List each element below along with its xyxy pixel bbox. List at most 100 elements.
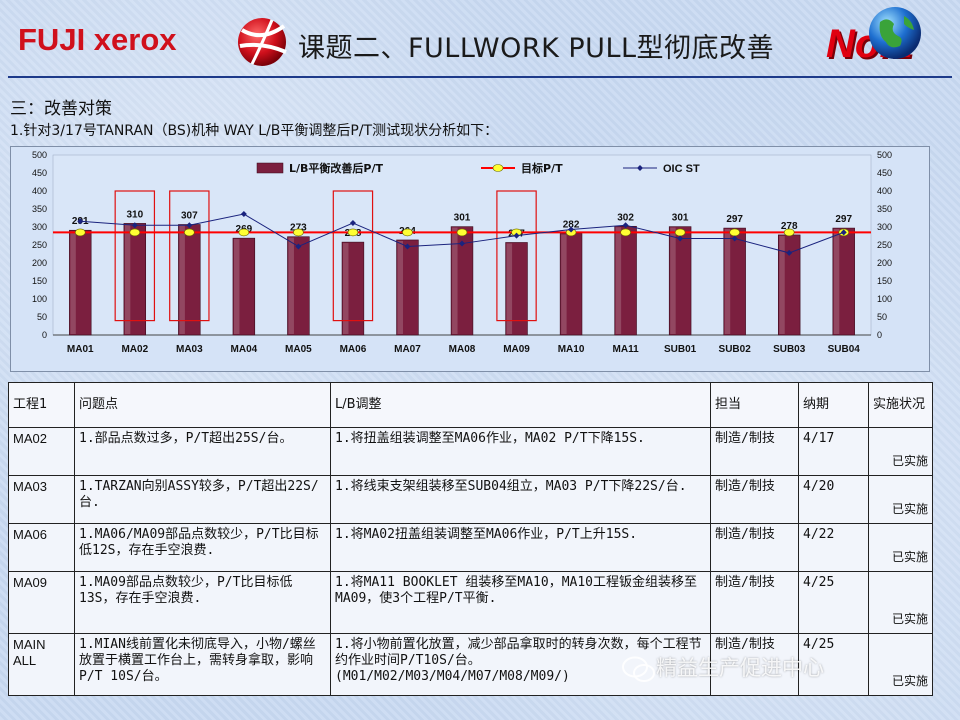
y2-tick-label: 150 (877, 276, 892, 286)
cell-process: MAIN ALL (8, 633, 75, 696)
x-tick-label: MA03 (176, 344, 203, 355)
highlight-box (169, 190, 210, 322)
oic-point (186, 222, 193, 229)
bar (341, 241, 365, 336)
cell-adjustment: 1.将MA11 BOOKLET 组装移至MA10，MA10工程钣金组装移至MA0… (330, 571, 711, 634)
header-status: 实施状况 (868, 382, 933, 428)
header-problem: 问题点 (74, 382, 331, 428)
oic-point (131, 222, 138, 229)
target-point (620, 228, 631, 237)
x-tick-label: MA09 (503, 344, 530, 355)
y2-tick-label: 450 (877, 168, 892, 178)
cell-owner: 制造/制技 (710, 571, 799, 634)
cell-problem: 1.TARZAN向别ASSY较多，P/T超出22S/台. (74, 475, 331, 524)
cell-adjustment: 1.将扭盖组装调整至MA06作业，MA02 P/T下降15S. (330, 427, 711, 476)
x-tick-label: MA11 (613, 344, 640, 355)
target-point (129, 228, 141, 237)
cell-owner: 制造/制技 (710, 475, 799, 524)
oic-point (731, 235, 738, 242)
target-point (293, 228, 304, 237)
y2-tick-label: 350 (877, 204, 892, 214)
bar-highlight (779, 235, 785, 334)
legend-entry: OIC ST (663, 163, 700, 175)
bar-highlight (397, 240, 404, 334)
y2-tick-label: 400 (877, 186, 892, 196)
y2-tick-label: 500 (877, 150, 892, 160)
target-point (783, 228, 795, 237)
target-point (402, 228, 413, 237)
oic-point (677, 235, 684, 242)
oic-point (513, 232, 520, 239)
target-point (238, 228, 250, 237)
bar-highlight (833, 229, 840, 334)
bar (723, 227, 746, 336)
header-owner: 担当 (710, 382, 799, 428)
cell-adjustment: 1.将小物前置化放置，减少部品拿取时的转身次数，每个工程节约作业时间P/T10S… (330, 633, 711, 696)
cell-owner: 制造/制技 (710, 523, 799, 572)
wechat-icon (622, 656, 655, 682)
cell-problem: 1.部品点数过多，P/T超出25S/台。 (74, 427, 331, 476)
legend-entry: L/B平衡改善后P/T (289, 161, 383, 175)
header-process: 工程1 (8, 382, 75, 428)
bar-highlight (506, 243, 513, 334)
oic-point (77, 218, 84, 225)
bar-highlight (452, 227, 458, 334)
data-label: 307 (181, 210, 198, 221)
bar-highlight (233, 239, 240, 334)
cell-adjustment: 1.将线束支架组装移至SUB04组立，MA03 P/T下降22S/台. (330, 475, 711, 524)
x-tick-label: MA04 (231, 344, 258, 355)
oic-point (295, 243, 302, 250)
table-row: MAIN ALL 1.MIAN线前置化未彻底导入，小物/螺丝放置于横置工作台上，… (8, 633, 933, 696)
x-tick-label: MA08 (449, 344, 476, 355)
cell-process: MA02 (8, 427, 75, 476)
y-tick-label: 0 (42, 330, 47, 340)
x-tick-label: MA10 (558, 344, 585, 355)
bar-highlight (179, 225, 185, 334)
y2-tick-label: 250 (877, 240, 892, 250)
target-point (184, 228, 195, 237)
target-point (456, 228, 468, 237)
oic-point (404, 243, 411, 250)
countermeasure-table: 工程1 问题点 L/B调整 担当 纳期 实施状况 MA02 1.部品点数过多，P… (8, 382, 933, 696)
oic-point (240, 211, 247, 218)
bar (505, 242, 528, 336)
cell-problem: 1.MIAN线前置化未彻底导入，小物/螺丝放置于横置工作台上，需转身拿取，影响P… (74, 633, 331, 696)
y-tick-label: 150 (32, 276, 47, 286)
section-title: 三：改善对策 (10, 99, 112, 119)
data-label: 301 (454, 213, 471, 224)
oic-point (349, 220, 356, 227)
bar (232, 237, 256, 336)
x-tick-label: MA07 (394, 344, 421, 355)
cell-status: 已实施 (868, 475, 933, 524)
cell-problem: 1.MA06/MA09部品点数较少，P/T比目标低12S，存在手空浪费. (74, 523, 331, 572)
table-row: MA02 1.部品点数过多，P/T超出25S/台。 1.将扭盖组装调整至MA06… (8, 427, 933, 476)
y-tick-label: 350 (32, 204, 47, 214)
table-row: MA06 1.MA06/MA09部品点数较少，P/T比目标低12S，存在手空浪费… (8, 523, 933, 572)
x-tick-label: MA05 (285, 344, 312, 355)
cell-status: 已实施 (868, 633, 933, 696)
data-label: 282 (563, 219, 580, 230)
y-tick-label: 450 (32, 168, 47, 178)
y-tick-label: 250 (32, 240, 47, 250)
data-label: 273 (290, 223, 307, 234)
watermark-label: 精益生产促进中心 (656, 656, 824, 680)
logo-text: FUJI xerox (18, 22, 177, 57)
bar (450, 226, 474, 336)
y2-tick-label: 50 (877, 312, 887, 322)
data-label: 302 (617, 212, 634, 223)
bar-highlight (561, 234, 567, 334)
bar (832, 227, 855, 336)
x-tick-label: MA02 (121, 344, 148, 355)
x-tick-label: SUB01 (664, 344, 697, 355)
y-tick-label: 400 (32, 186, 47, 196)
bar (668, 226, 692, 336)
x-tick-label: SUB03 (773, 344, 806, 355)
highlight-box (496, 190, 537, 322)
data-label: 301 (672, 213, 689, 224)
target-point (347, 228, 359, 237)
bar (287, 236, 310, 336)
cell-process: MA03 (8, 475, 75, 524)
x-tick-label: SUB02 (719, 344, 752, 355)
target-point (74, 228, 86, 237)
pt-chart: 0 50 100 150 200 250 300 350 400 450 500 0 50 100 150 2… (32, 150, 892, 355)
